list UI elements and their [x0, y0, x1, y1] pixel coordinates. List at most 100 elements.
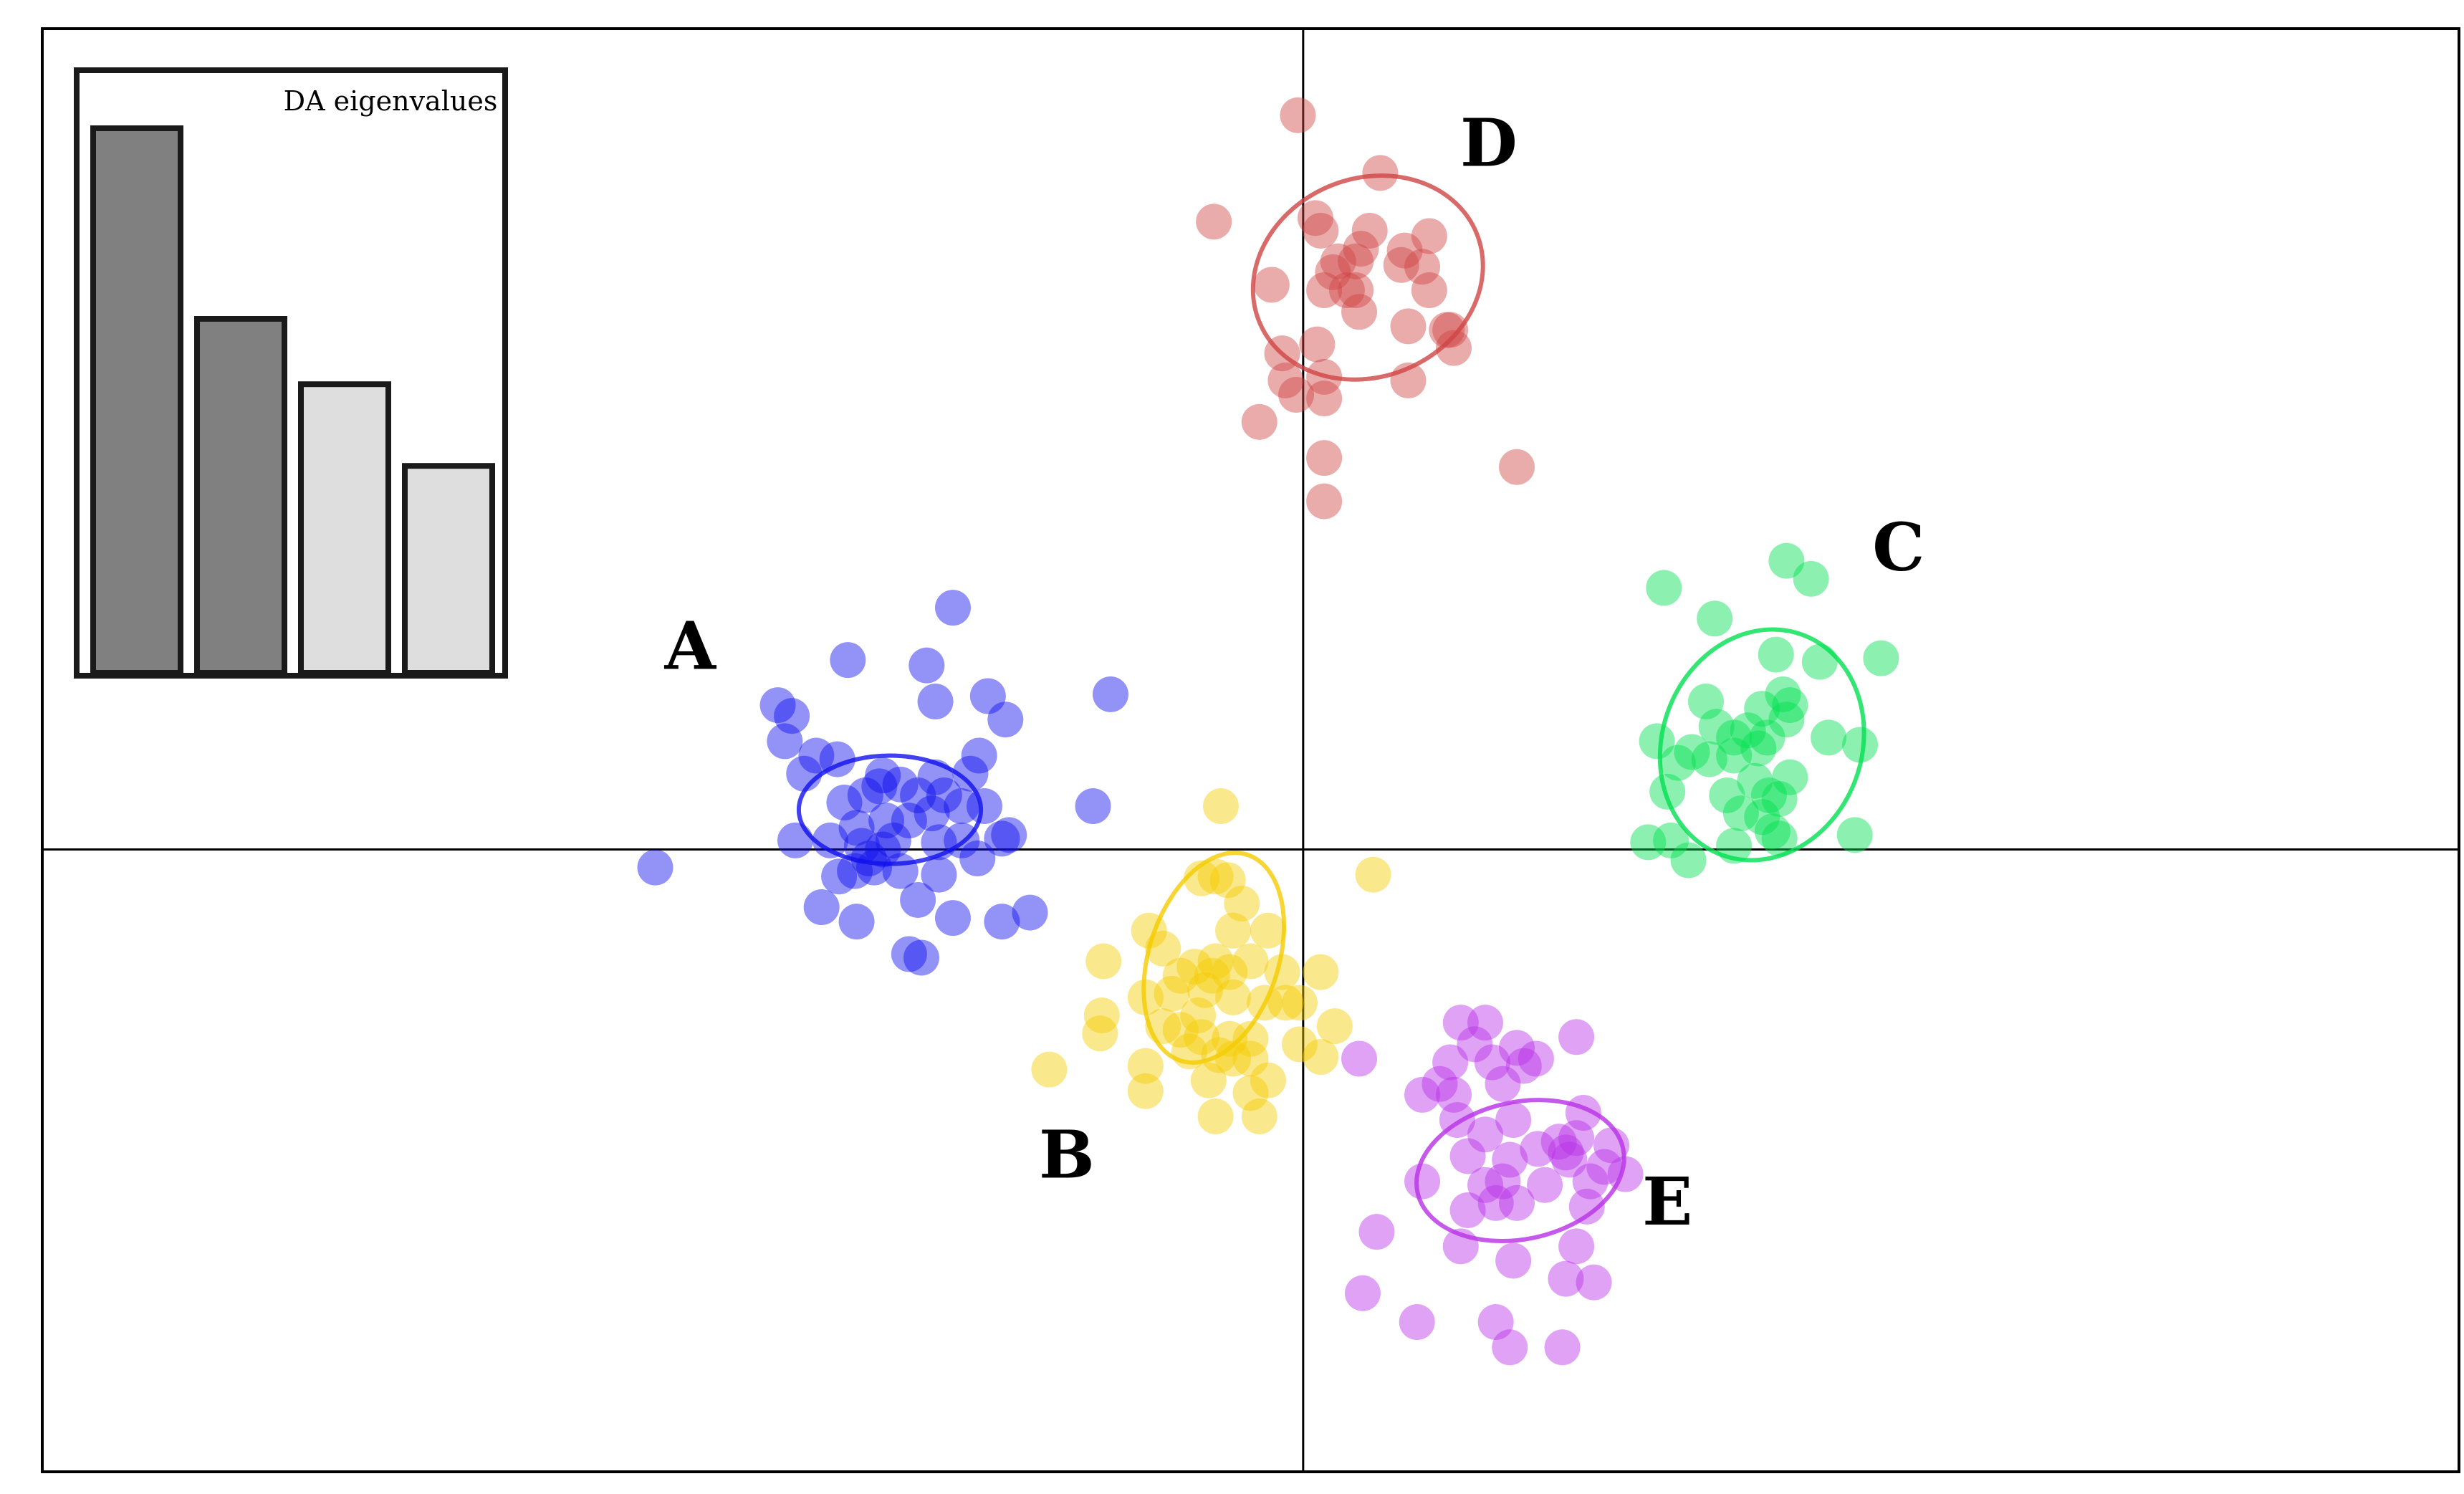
point-group-d	[1306, 440, 1343, 477]
point-group-b	[1176, 949, 1213, 985]
point-group-e	[1558, 1120, 1595, 1157]
point-group-a	[917, 759, 954, 795]
point-group-a	[900, 881, 936, 918]
inset-bars	[90, 125, 495, 676]
point-group-e	[1477, 1304, 1514, 1341]
point-group-a	[819, 741, 855, 777]
point-group-e	[1467, 1167, 1504, 1203]
point-group-e	[1404, 1163, 1441, 1199]
point-group-d	[1390, 362, 1427, 398]
point-group-a	[934, 900, 971, 937]
point-group-a	[882, 853, 919, 889]
point-group-e	[1544, 1329, 1581, 1366]
point-group-d	[1320, 243, 1356, 279]
point-group-e	[1467, 1005, 1504, 1041]
point-group-e	[1449, 1138, 1486, 1174]
point-group-b	[1171, 1033, 1207, 1070]
point-group-c	[1793, 560, 1829, 597]
point-group-a	[909, 647, 945, 684]
point-group-b	[1250, 1062, 1286, 1098]
point-group-b	[1194, 957, 1230, 994]
point-group-c	[1697, 600, 1733, 637]
point-group-e	[1499, 1030, 1535, 1066]
point-group-a	[991, 817, 1027, 853]
point-group-b	[1215, 912, 1252, 949]
point-group-c	[1811, 719, 1847, 756]
point-group-b	[1241, 1098, 1277, 1135]
inset-bar-1	[90, 125, 183, 676]
point-group-e	[1576, 1264, 1612, 1301]
point-group-b	[1303, 1038, 1339, 1075]
point-group-c	[1716, 719, 1753, 756]
label-group-b: B	[1039, 1116, 1095, 1194]
label-group-c: C	[1872, 508, 1924, 585]
point-group-a	[952, 755, 989, 792]
point-group-a	[875, 822, 911, 858]
point-group-c	[1691, 741, 1727, 777]
point-group-a	[961, 737, 997, 774]
point-group-c	[1863, 640, 1899, 676]
point-group-b	[1232, 1020, 1269, 1057]
point-group-b	[1247, 985, 1283, 1021]
point-group-b	[1180, 997, 1217, 1034]
eigenvalue-inset: DA eigenvalues	[74, 67, 508, 679]
scatter-points	[637, 97, 1899, 1366]
point-group-b	[1267, 985, 1304, 1021]
point-group-b	[1127, 979, 1164, 1015]
point-group-e	[1439, 1102, 1475, 1139]
point-group-c	[1842, 727, 1879, 763]
point-group-b	[1212, 954, 1248, 990]
point-group-d	[1253, 267, 1290, 303]
point-group-b	[1355, 856, 1391, 893]
point-group-d	[1499, 449, 1535, 485]
point-group-d	[1264, 335, 1300, 372]
point-group-e	[1520, 1131, 1556, 1167]
point-group-a	[759, 687, 796, 724]
point-group-c	[1768, 542, 1805, 579]
label-group-a: A	[664, 608, 717, 685]
point-group-b	[1082, 1015, 1118, 1052]
point-group-a	[838, 810, 875, 846]
point-group-a	[987, 701, 1024, 738]
point-group-b	[1197, 1098, 1234, 1135]
point-group-c	[1630, 824, 1667, 861]
point-group-d	[1303, 212, 1339, 249]
point-group-c	[1749, 719, 1785, 756]
point-group-c	[1716, 828, 1753, 864]
point-group-c	[1698, 709, 1735, 745]
point-group-e	[1548, 1134, 1584, 1171]
point-group-a	[868, 803, 905, 839]
point-group-b	[1264, 954, 1300, 990]
point-group-a	[837, 853, 873, 889]
point-group-d	[1306, 483, 1343, 519]
cluster-labels: A B C D E	[664, 104, 1925, 1240]
point-group-e	[1518, 1040, 1554, 1077]
ellipse-group-a	[796, 753, 984, 866]
origin-axes	[42, 29, 2459, 1472]
point-group-c	[1772, 687, 1808, 724]
point-group-e	[1442, 1228, 1479, 1265]
point-group-b	[1184, 860, 1220, 896]
point-group-e	[1404, 1076, 1441, 1113]
point-group-d	[1351, 212, 1388, 249]
point-group-d	[1278, 377, 1315, 413]
point-group-d	[1267, 362, 1304, 398]
point-group-c	[1674, 734, 1710, 770]
point-group-c	[1659, 744, 1696, 781]
ellipse-group-c	[1657, 627, 1866, 863]
point-group-e	[1505, 1048, 1542, 1084]
point-group-a	[882, 766, 919, 803]
point-group-d	[1338, 243, 1374, 279]
point-group-b	[1212, 1020, 1248, 1057]
point-group-e	[1593, 1127, 1630, 1164]
point-group-a	[944, 822, 980, 858]
point-group-d	[1341, 294, 1378, 330]
point-group-e	[1436, 1076, 1472, 1113]
point-group-a	[1092, 676, 1128, 712]
point-group-c	[1740, 730, 1777, 767]
point-group-c	[1722, 795, 1759, 832]
point-group-a	[969, 678, 1006, 714]
point-group-a	[786, 755, 823, 792]
point-group-c	[1761, 780, 1798, 817]
point-group-a	[637, 849, 673, 886]
